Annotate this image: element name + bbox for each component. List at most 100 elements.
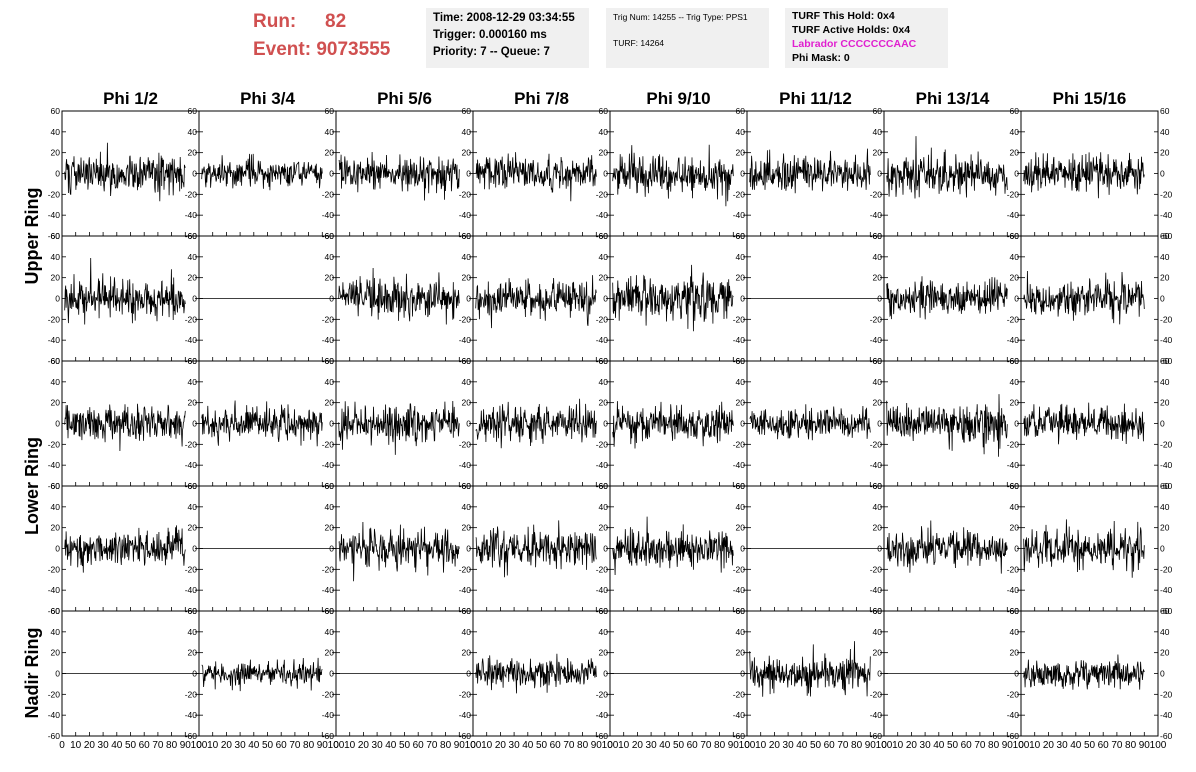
y-tick-label: 20 xyxy=(188,148,198,158)
y-tick-label: 0 xyxy=(329,169,334,179)
y-tick-label: 20 xyxy=(51,273,61,283)
waveform-trace xyxy=(201,400,323,447)
trig-info-box: Trig Num: 14255 -- Trig Type: PPS1 TURF:… xyxy=(606,8,769,68)
y-tick-label: 0 xyxy=(1160,419,1165,429)
y-tick-label: 60 xyxy=(188,106,198,116)
x-tick-label: 30 xyxy=(646,740,658,751)
x-tick-label: 70 xyxy=(974,740,986,751)
y-tick-label: 40 xyxy=(736,127,746,137)
x-tick-label: 30 xyxy=(372,740,384,751)
y-tick-label: 60 xyxy=(51,481,61,491)
y-tick-label: 0 xyxy=(329,294,334,304)
y-tick-label: -20 xyxy=(185,564,198,574)
y-tick-label: 40 xyxy=(736,627,746,637)
y-tick-label: 40 xyxy=(873,252,883,262)
y-tick-label: -20 xyxy=(870,439,883,449)
y-tick-label: -20 xyxy=(185,689,198,699)
y-tick-label: -20 xyxy=(870,189,883,199)
column-header: Phi 3/4 xyxy=(240,89,295,108)
y-tick-label: -40 xyxy=(48,585,61,595)
x-tick-label: 100 xyxy=(328,740,345,751)
y-tick-label: -40 xyxy=(322,460,335,470)
y-tick-label: -60 xyxy=(48,731,61,741)
x-tick-label: 0 xyxy=(333,740,339,751)
y-tick-label: 60 xyxy=(1160,356,1170,366)
y-tick-label: 60 xyxy=(462,606,472,616)
y-tick-label: 0 xyxy=(603,419,608,429)
y-tick-label: 40 xyxy=(462,627,472,637)
y-tick-label: 20 xyxy=(462,273,472,283)
y-tick-label: 20 xyxy=(1160,648,1170,658)
y-tick-label: 0 xyxy=(1014,419,1019,429)
y-tick-label: -40 xyxy=(870,335,883,345)
y-tick-label: -60 xyxy=(322,731,335,741)
run-label: Run: xyxy=(253,11,297,32)
waveform-trace xyxy=(1023,654,1145,690)
y-tick-label: -60 xyxy=(733,731,746,741)
y-tick-label: -40 xyxy=(733,710,746,720)
y-tick-label: -20 xyxy=(596,564,609,574)
y-tick-label: -40 xyxy=(596,335,609,345)
y-tick-label: 40 xyxy=(462,252,472,262)
y-tick-label: 40 xyxy=(462,377,472,387)
y-tick-label: -20 xyxy=(733,189,746,199)
y-tick-label: 60 xyxy=(1010,481,1020,491)
y-tick-label: -60 xyxy=(870,731,883,741)
y-tick-label: 40 xyxy=(1160,377,1170,387)
y-tick-label: 20 xyxy=(599,523,609,533)
y-tick-label: 40 xyxy=(188,377,198,387)
y-tick-label: -20 xyxy=(1160,314,1173,324)
y-tick-label: 20 xyxy=(599,148,609,158)
y-tick-label: -20 xyxy=(870,564,883,574)
y-tick-label: 60 xyxy=(1160,106,1170,116)
y-tick-label: 0 xyxy=(877,669,882,679)
row-group-label: Lower Ring xyxy=(22,437,42,535)
y-tick-label: -60 xyxy=(48,231,61,241)
turf-line: TURF: 14264 xyxy=(613,38,665,48)
x-tick-label: 90 xyxy=(1002,740,1014,751)
column-header: Phi 9/10 xyxy=(646,89,710,108)
waveform-trace xyxy=(475,398,597,449)
x-tick-label: 90 xyxy=(454,740,466,751)
y-tick-label: 60 xyxy=(873,231,883,241)
y-tick-label: 40 xyxy=(873,377,883,387)
y-tick-label: 20 xyxy=(736,398,746,408)
y-tick-label: -60 xyxy=(1160,481,1173,491)
x-tick-label: 50 xyxy=(810,740,822,751)
x-tick-label: 10 xyxy=(70,740,82,751)
turf-hold-line: TURF This Hold: 0x4 xyxy=(792,10,895,22)
x-tick-label: 100 xyxy=(1013,740,1030,751)
y-tick-label: -20 xyxy=(733,439,746,449)
y-tick-label: 0 xyxy=(329,544,334,554)
y-tick-label: 60 xyxy=(1160,231,1170,241)
y-tick-label: 20 xyxy=(51,523,61,533)
x-tick-label: 80 xyxy=(303,740,315,751)
y-tick-label: 0 xyxy=(603,544,608,554)
event-value: 9073555 xyxy=(316,39,391,60)
y-tick-label: -40 xyxy=(459,710,472,720)
y-tick-label: -60 xyxy=(459,731,472,741)
y-tick-label: -40 xyxy=(1007,210,1020,220)
y-tick-label: 60 xyxy=(1160,481,1170,491)
x-tick-label: 20 xyxy=(769,740,781,751)
y-tick-label: 40 xyxy=(51,502,61,512)
y-tick-label: 20 xyxy=(325,648,335,658)
y-tick-label: -40 xyxy=(596,460,609,470)
waveform-trace xyxy=(612,401,734,449)
y-tick-label: 60 xyxy=(1010,606,1020,616)
x-tick-label: 10 xyxy=(344,740,356,751)
y-tick-label: -40 xyxy=(459,335,472,345)
y-tick-label: 60 xyxy=(873,356,883,366)
y-tick-label: -40 xyxy=(185,335,198,345)
y-tick-label: -60 xyxy=(596,731,609,741)
y-tick-label: 60 xyxy=(873,106,883,116)
y-tick-label: 20 xyxy=(51,648,61,658)
